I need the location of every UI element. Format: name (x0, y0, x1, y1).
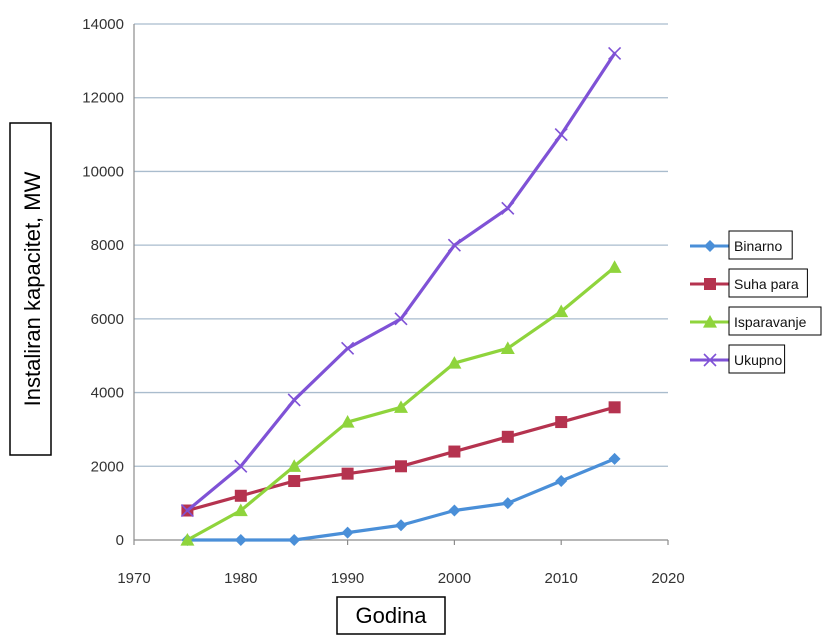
legend-marker (703, 353, 717, 367)
data-point-suha-para (608, 401, 621, 414)
data-point-isparavanje (447, 356, 462, 369)
y-tick-label: 8000 (91, 237, 124, 254)
data-point-suha-para (288, 475, 301, 488)
series-line-suha-para (185, 405, 617, 513)
data-point-binarno (448, 504, 461, 517)
data-point-suha-para (234, 489, 247, 502)
x-axis-title: Godina (356, 603, 428, 628)
data-point-isparavanje (394, 400, 408, 413)
y-tick-label: 14000 (82, 16, 124, 33)
data-point-isparavanje (500, 341, 515, 354)
data-point-ukupno (394, 312, 408, 326)
y-axis-title: Instaliran kapacitet, MW (20, 171, 45, 406)
data-point-ukupno (234, 459, 248, 473)
data-point-binarno (234, 534, 247, 546)
data-point-ukupno (287, 393, 301, 407)
x-tick-label: 2010 (545, 570, 578, 587)
data-point-binarno (341, 526, 354, 539)
y-tick-label: 12000 (82, 90, 124, 107)
legend-item-suha-para: Suha para (690, 268, 808, 298)
data-point-isparavanje (233, 503, 248, 517)
data-point-ukupno (180, 503, 194, 518)
legend-label: Isparavanje (734, 314, 807, 330)
data-point-suha-para (448, 445, 461, 458)
legend-marker (703, 315, 717, 328)
data-point-isparavanje (180, 533, 195, 546)
y-tick-label: 4000 (91, 385, 124, 402)
data-point-ukupno (447, 238, 461, 252)
legend-marker (704, 278, 716, 290)
legend-marker (704, 240, 716, 252)
data-point-isparavanje (340, 415, 355, 428)
data-point-ukupno (341, 341, 355, 355)
legend-label: Ukupno (734, 352, 782, 368)
data-point-suha-para (341, 467, 354, 480)
legend-label: Binarno (734, 238, 782, 254)
legend-label-box (728, 306, 822, 336)
y-tick-label: 2000 (91, 458, 124, 475)
x-tick-label: 1990 (331, 570, 364, 587)
legend-label-box (728, 344, 786, 374)
legend-label-box (728, 268, 808, 298)
legend-label: Suha para (734, 276, 799, 292)
data-point-ukupno (554, 128, 568, 142)
data-point-binarno (288, 534, 301, 546)
x-tick-label: 1970 (117, 570, 150, 587)
data-point-suha-para (501, 430, 514, 443)
data-point-isparavanje (607, 260, 622, 273)
legend-item-ukupno: Ukupno (690, 344, 786, 374)
axes: 0 2000 4000 6000 8000 10000 12000 14000 1970 1980… (82, 16, 684, 587)
data-point-ukupno (501, 201, 515, 215)
legend-item-isparavanje: Isparavanje (690, 306, 822, 336)
gridlines (134, 23, 668, 467)
x-tick-label: 2000 (438, 570, 471, 587)
x-tick-label: 1980 (224, 570, 257, 587)
x-tick-label: 2020 (651, 570, 684, 587)
y-tick-label: 6000 (91, 311, 124, 328)
data-point-suha-para (555, 416, 568, 429)
x-axis-title-box: Godina (336, 596, 446, 635)
series-lines (180, 46, 622, 546)
data-point-binarno (608, 452, 621, 465)
data-point-suha-para (395, 460, 407, 473)
y-tick-label: 0 (116, 532, 124, 549)
data-point-binarno (555, 475, 568, 488)
legend: Binarno Suha para Isparavanje Ukupno (690, 230, 822, 374)
series-line-ukupno (185, 51, 617, 513)
data-point-isparavanje (287, 459, 302, 472)
y-tick-label: 10000 (82, 163, 124, 180)
data-point-isparavanje (554, 304, 569, 318)
legend-label-box (728, 230, 793, 260)
legend-item-binarno: Binarno (690, 230, 793, 260)
data-point-binarno (395, 519, 407, 532)
data-point-ukupno (608, 46, 622, 61)
data-point-binarno (501, 497, 514, 510)
y-axis-title-box: Instaliran kapacitet, MW (9, 122, 52, 456)
